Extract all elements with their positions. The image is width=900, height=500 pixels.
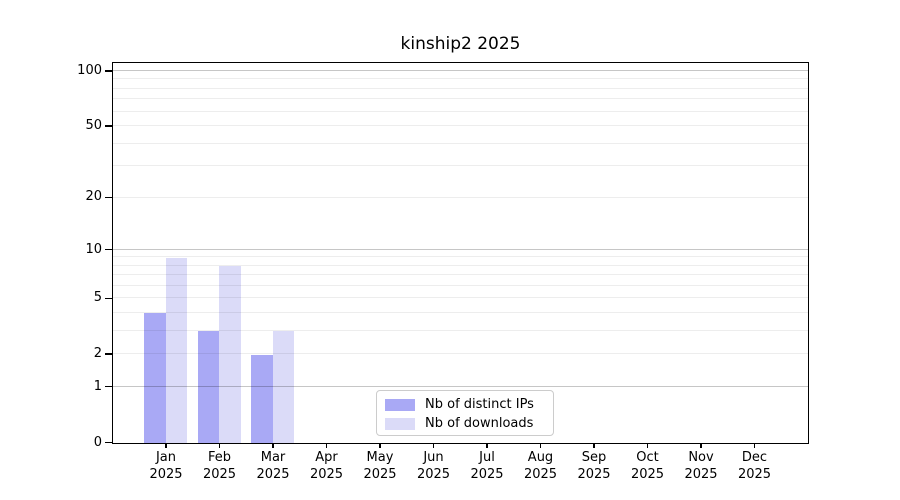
bar-nb-of-distinct-ips-feb bbox=[197, 331, 220, 443]
bar-nb-of-downloads-feb bbox=[219, 266, 241, 443]
y-tick-mark-20 bbox=[105, 196, 112, 199]
bar-nb-of-downloads-jan bbox=[165, 257, 188, 443]
year-label: 2025 bbox=[577, 466, 611, 482]
gridline-y-80 bbox=[113, 87, 808, 89]
gridline-y-1 bbox=[113, 385, 808, 387]
gridline-y-30 bbox=[113, 165, 808, 167]
gridline-y-90 bbox=[113, 78, 808, 80]
y-tick-label-100: 100 bbox=[77, 63, 102, 78]
y-tick-label-50: 50 bbox=[85, 118, 102, 134]
year-label: 2025 bbox=[149, 466, 183, 482]
gridline-y-4 bbox=[113, 312, 808, 314]
legend-swatch-nb-of-distinct-ips bbox=[385, 398, 415, 411]
month-label: Nov bbox=[688, 450, 714, 465]
y-tick-mark-0 bbox=[105, 441, 112, 444]
legend-row: Nb of downloads bbox=[385, 414, 545, 433]
x-tick-mark-sep bbox=[593, 443, 595, 448]
x-tick-label-apr: Apr 2025 bbox=[287, 450, 367, 483]
month-label: May bbox=[366, 450, 394, 465]
month-label: Jul bbox=[479, 450, 495, 465]
month-label: Sep bbox=[581, 450, 607, 465]
y-tick-mark-2 bbox=[105, 353, 112, 355]
year-label: 2025 bbox=[416, 466, 451, 482]
y-tick-label-10: 10 bbox=[85, 241, 102, 257]
gridline-y-10 bbox=[113, 248, 808, 250]
x-tick-mark-jul bbox=[486, 443, 488, 448]
year-label: 2025 bbox=[737, 466, 772, 482]
x-tick-label-jun: Jun 2025 bbox=[394, 450, 474, 483]
x-tick-label-aug: Aug 2025 bbox=[501, 450, 581, 483]
gridline-y-2 bbox=[113, 353, 808, 355]
gridline-y-7 bbox=[113, 274, 808, 276]
month-label: Oct bbox=[636, 450, 659, 465]
year-label: 2025 bbox=[684, 466, 718, 482]
month-label: Apr bbox=[315, 450, 338, 465]
legend-label: Nb of downloads bbox=[425, 416, 534, 431]
year-label: 2025 bbox=[202, 466, 237, 482]
gridline-y-100 bbox=[113, 70, 808, 72]
month-label: Dec bbox=[741, 450, 768, 465]
y-tick-mark-50 bbox=[105, 125, 112, 127]
year-label: 2025 bbox=[309, 466, 344, 482]
y-tick-label-20: 20 bbox=[85, 189, 102, 205]
y-tick-label-1: 1 bbox=[93, 378, 102, 394]
y-tick-mark-100 bbox=[105, 70, 112, 72]
x-tick-mark-jan bbox=[165, 443, 167, 448]
gridline-y-5 bbox=[113, 297, 808, 299]
legend-swatch-nb-of-downloads bbox=[385, 417, 415, 430]
gridline-y-20 bbox=[113, 196, 808, 198]
plot-area bbox=[112, 62, 809, 444]
year-label: 2025 bbox=[363, 466, 397, 482]
gridline-y-40 bbox=[113, 142, 808, 144]
gridline-y-50 bbox=[113, 125, 808, 127]
bar-nb-of-downloads-mar bbox=[272, 331, 295, 443]
x-tick-label-feb: Feb 2025 bbox=[180, 450, 260, 483]
legend-label: Nb of distinct IPs bbox=[425, 397, 534, 412]
chart-title: kinship2 2025 bbox=[400, 34, 521, 54]
month-label: Mar bbox=[260, 450, 286, 465]
gridline-y-9 bbox=[113, 256, 808, 258]
x-tick-label-mar: Mar 2025 bbox=[233, 450, 313, 483]
legend-row: Nb of distinct IPs bbox=[385, 395, 545, 414]
x-tick-mark-may bbox=[379, 443, 381, 448]
gridline-y-70 bbox=[113, 98, 808, 100]
gridline-y-8 bbox=[113, 264, 808, 266]
bar-nb-of-distinct-ips-mar bbox=[251, 354, 273, 443]
y-tick-label-5: 5 bbox=[93, 290, 102, 306]
year-label: 2025 bbox=[470, 466, 504, 482]
legend: Nb of distinct IPs Nb of downloads bbox=[376, 390, 554, 436]
y-tick-label-0: 0 bbox=[93, 434, 102, 450]
x-tick-mark-nov bbox=[700, 443, 702, 448]
bar-nb-of-distinct-ips-jan bbox=[144, 313, 166, 443]
month-label: Aug bbox=[527, 450, 554, 465]
year-label: 2025 bbox=[630, 466, 665, 482]
x-tick-label-dec: Dec 2025 bbox=[715, 450, 795, 483]
x-tick-label-may: May 2025 bbox=[340, 450, 420, 483]
x-tick-mark-apr bbox=[325, 443, 328, 448]
year-label: 2025 bbox=[523, 466, 558, 482]
x-tick-mark-feb bbox=[218, 443, 221, 448]
y-tick-mark-10 bbox=[105, 248, 112, 251]
x-tick-mark-jun bbox=[432, 443, 435, 448]
y-tick-mark-5 bbox=[105, 297, 112, 299]
x-tick-label-jul: Jul 2025 bbox=[447, 450, 527, 483]
year-label: 2025 bbox=[256, 466, 290, 482]
month-label: Jun bbox=[423, 450, 444, 465]
x-tick-label-oct: Oct 2025 bbox=[608, 450, 688, 483]
y-tick-label-2: 2 bbox=[93, 346, 102, 362]
x-tick-mark-mar bbox=[272, 443, 274, 448]
gridline-y-3 bbox=[113, 330, 808, 332]
month-label: Feb bbox=[207, 450, 232, 465]
x-tick-mark-aug bbox=[539, 443, 542, 448]
x-tick-label-nov: Nov 2025 bbox=[661, 450, 741, 483]
gridline-y-6 bbox=[113, 285, 808, 287]
x-tick-mark-oct bbox=[646, 443, 649, 448]
month-label: Jan bbox=[155, 450, 177, 465]
y-tick-mark-1 bbox=[105, 386, 112, 388]
x-tick-mark-dec bbox=[753, 443, 756, 448]
gridline-y-60 bbox=[113, 110, 808, 112]
x-tick-label-sep: Sep 2025 bbox=[554, 450, 634, 483]
x-tick-label-jan: Jan 2025 bbox=[126, 450, 206, 483]
